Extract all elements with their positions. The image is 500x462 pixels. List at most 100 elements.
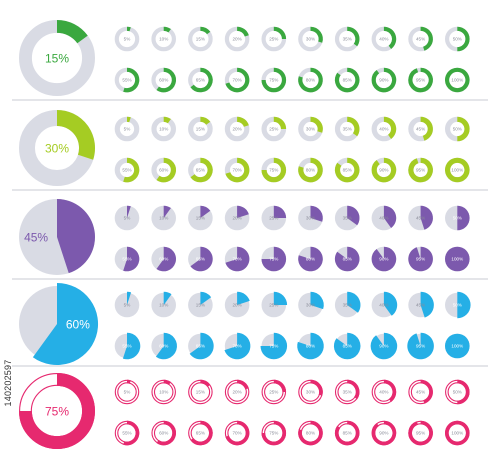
row-5-small-2-inner-outline: [153, 382, 174, 402]
row-1-small-16-gauge: 80%: [298, 67, 323, 93]
row-1-small-12-progress-arc: [156, 67, 176, 93]
row-1-small-5-gauge: 25%: [261, 26, 287, 52]
row-2-small-20-progress-arc: [445, 157, 470, 183]
row-3-small-12-progress-slice: [156, 246, 177, 272]
row-4-small-16-progress-slice: [297, 332, 324, 360]
row-3-small-17-label: 85%: [343, 257, 352, 262]
row-3-small-11-label: 55%: [122, 257, 131, 262]
row-5-small-8-label: 40%: [379, 390, 388, 395]
row-1-small-19-gauge: 95%: [408, 67, 433, 93]
row-1-small-15-progress-arc: [261, 67, 287, 93]
row-3-small-7-gauge: 35%: [334, 205, 360, 231]
row-5-small-17-gauge: 85%: [334, 420, 360, 446]
row-4-small-13-progress-slice: [189, 332, 214, 360]
row-1-small-11-label: 55%: [122, 78, 131, 83]
row-4-small-5-gauge: 25%: [261, 291, 288, 318]
row-4-small-8-label: 40%: [379, 303, 388, 308]
row-3-small-19-progress-slice: [408, 246, 433, 272]
row-4-small-2-gauge: 10%: [151, 291, 176, 318]
row-5-small-7-gauge: 35%: [334, 379, 360, 405]
row-5-small-4-progress-arc: [236, 379, 249, 390]
row-2-small-17-gauge: 85%: [334, 157, 360, 183]
row-2-small-4-gauge: 20%: [224, 116, 250, 142]
row-3-small-14-gauge: 70%: [224, 246, 250, 272]
row-5-small-5-gauge: 25%: [261, 379, 287, 405]
row-2-small-19-gauge: 95%: [408, 157, 433, 183]
row-5-small-17-label: 85%: [343, 431, 352, 436]
row-1-small-6-progress-arc: [310, 26, 323, 43]
row-2-small-7-progress-arc: [346, 116, 360, 137]
row-2-small-10-progress-arc: [456, 116, 470, 142]
row-3-small-19-gauge: 95%: [408, 246, 433, 272]
row-3-small-15-progress-slice: [261, 246, 287, 272]
row-2-small-15-progress-arc: [261, 157, 287, 183]
row-3-small-9-gauge: 45%: [408, 205, 433, 231]
row-5-small-12-label: 60%: [159, 431, 168, 436]
row-2-small-2-progress-arc: [163, 116, 171, 124]
row-3-small-20-label: 100%: [451, 257, 463, 262]
row-4-small-13-label: 65%: [196, 344, 205, 349]
row-3-small-5-label: 25%: [269, 216, 278, 221]
row-3-small-16-label: 80%: [306, 257, 315, 262]
row-5-small-6-progress-arc: [310, 379, 323, 396]
row-4-small-10-label: 50%: [453, 303, 462, 308]
row-4-small-11-gauge: 55%: [114, 332, 141, 360]
row-5-small-6-label: 30%: [306, 390, 315, 395]
row-1-small-18-label: 90%: [379, 78, 388, 83]
row-1-small-13-progress-arc: [190, 67, 213, 93]
row-3-small-8-label: 40%: [379, 216, 388, 221]
row-2-small-5-progress-arc: [273, 116, 287, 130]
row-4-small-1-progress-slice: [127, 291, 132, 305]
row-3-small-15-gauge: 75%: [261, 246, 287, 272]
row-5-small-6-gauge: 30%: [298, 379, 323, 405]
row-5-small-7-progress-arc: [346, 379, 360, 400]
row-5-small-9-progress-arc: [420, 379, 433, 404]
row-4-small-12-gauge: 60%: [151, 332, 177, 360]
row-4-small-7-label: 35%: [343, 303, 352, 308]
row-5-small-19-label: 95%: [416, 431, 425, 436]
row-2-small-19-progress-arc: [408, 157, 433, 183]
row-5-small-18-gauge: 90%: [371, 420, 397, 446]
row-5-small-5-progress-arc: [273, 379, 287, 393]
row-1-small-10-gauge: 50%: [445, 26, 470, 52]
row-4-small-8-gauge: 40%: [371, 291, 398, 318]
row-2-small-16-label: 80%: [306, 168, 315, 173]
row-2-small-1-label: 5%: [124, 127, 131, 132]
row-4-small-19-gauge: 95%: [407, 332, 434, 360]
row-5-small-15-label: 75%: [269, 431, 278, 436]
row-5-small-15-gauge: 75%: [261, 420, 287, 446]
row-4-hero-label: 60%: [66, 317, 90, 331]
row-3-small-2-progress-slice: [163, 205, 171, 218]
row-3-small-1-label: 5%: [124, 216, 131, 221]
row-1-small-12-label: 60%: [159, 78, 168, 83]
row-5-small-10-gauge: 50%: [445, 379, 470, 405]
row-4-small-6-progress-slice: [310, 291, 324, 310]
row-5-small-11-gauge: 55%: [114, 420, 140, 446]
row-1-small-2-gauge: 10%: [151, 26, 176, 52]
row-2-small-4-progress-arc: [236, 116, 249, 128]
row-2-small-11-gauge: 55%: [114, 157, 140, 183]
row-1-small-13-label: 65%: [196, 78, 205, 83]
row-3-small-4-gauge: 20%: [224, 205, 250, 231]
row-4-small-5-label: 25%: [269, 303, 278, 308]
row-3-small-7-progress-slice: [347, 205, 360, 226]
row-4-small-8-progress-slice: [383, 291, 398, 316]
row-4-small-7-gauge: 35%: [334, 291, 361, 318]
row-5-small-17-progress-arc: [334, 420, 360, 446]
row-4-small-11-progress-slice: [122, 332, 141, 360]
row-4-small-1-gauge: 5%: [114, 291, 140, 318]
row-4-small-20-progress-slice: [445, 333, 470, 359]
row-2-small-15-label: 75%: [269, 168, 278, 173]
row-3-small-17-progress-slice: [334, 246, 360, 272]
row-5-small-2-gauge: 10%: [151, 379, 176, 405]
row-3-small-10-gauge: 50%: [445, 205, 470, 231]
row-4-small-10-progress-slice: [457, 291, 471, 319]
row-3-small-3-label: 15%: [196, 216, 205, 221]
row-2-small-11-progress-arc: [123, 157, 140, 183]
row-3-small-1-gauge: 5%: [114, 205, 140, 231]
row-4-small-14-progress-slice: [224, 332, 251, 360]
row-4-small-17-progress-slice: [333, 332, 361, 360]
row-1-hero-progress-arc: [56, 20, 88, 44]
row-2-small-6-progress-arc: [310, 116, 323, 133]
